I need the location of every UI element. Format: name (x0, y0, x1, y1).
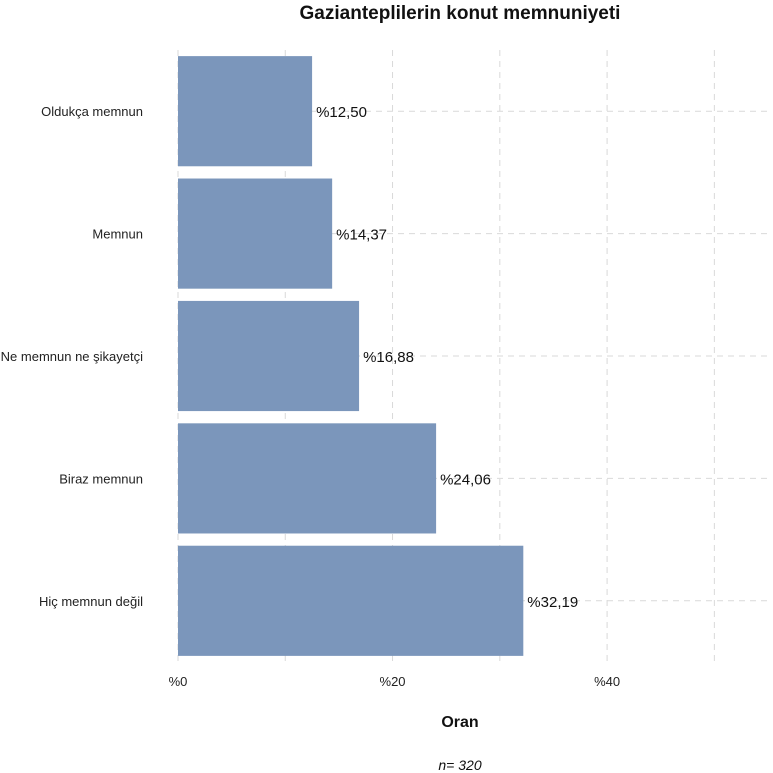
chart-title: Gazianteplilerin konut memnuniyeti (300, 3, 621, 24)
bar (178, 545, 524, 656)
data-label: %16,88 (363, 349, 414, 366)
x-tick-label: %0 (169, 674, 188, 689)
data-label: %24,06 (440, 471, 491, 488)
bar (178, 178, 333, 289)
category-labels: Oldukça memnun Memnun Ne memnun ne şikayet… (1, 104, 143, 609)
x-tick-label: %20 (380, 674, 406, 689)
category-label: Biraz memnun (59, 471, 143, 486)
data-label: %14,37 (336, 227, 387, 244)
data-label: %12,50 (316, 104, 367, 121)
category-label: Memnun (92, 227, 143, 242)
bar (178, 56, 313, 167)
bar (178, 423, 437, 534)
data-label: %32,19 (527, 594, 578, 611)
data-labels: %12,50 %14,37 %16,88 %24,06 %32,19 (316, 104, 578, 611)
x-axis-label: Oran (441, 714, 478, 731)
category-label: Hiç memnun değil (39, 594, 143, 609)
x-tick-labels: %0 %20 %40 (169, 674, 621, 689)
category-label: Ne memnun ne şikayetçi (1, 349, 143, 364)
bar (178, 300, 360, 412)
category-label: Oldukça memnun (41, 104, 143, 119)
sample-size-caption: n= 320 (438, 757, 481, 773)
x-tick-label: %40 (594, 674, 620, 689)
bars (178, 56, 524, 656)
